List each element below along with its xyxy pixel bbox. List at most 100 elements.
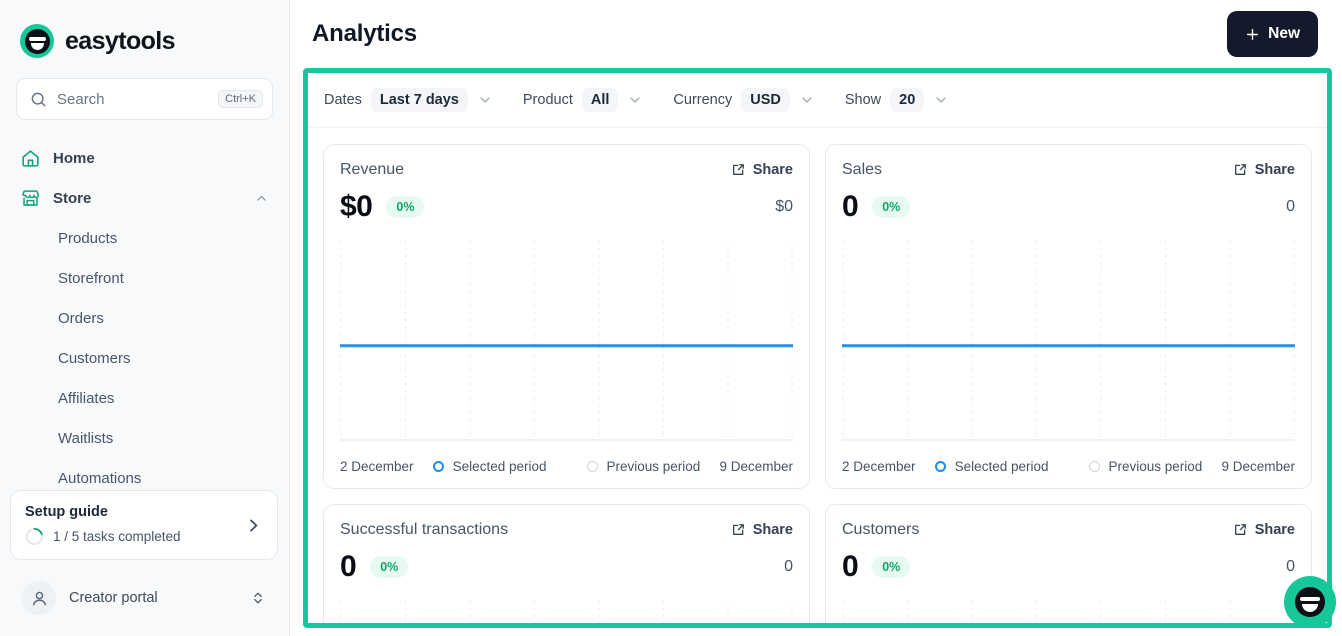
previous-value: 0 — [1286, 198, 1295, 215]
sidebar-item-home[interactable]: Home — [10, 138, 279, 178]
brand[interactable]: easytools — [0, 0, 289, 62]
filter-product: Product All — [523, 88, 644, 112]
card-header: Successful transactions Share — [340, 521, 793, 539]
sidebar-nav: Home Store Products Storefro — [0, 120, 289, 636]
successful-transactions-line-chart — [340, 601, 793, 623]
sidebar: easytools Search Ctrl+K Home — [0, 0, 290, 636]
home-icon — [22, 149, 39, 167]
share-button[interactable]: Share — [730, 162, 793, 178]
search-placeholder: Search — [57, 90, 105, 108]
sidebar-item-orders[interactable]: Orders — [10, 298, 279, 338]
legend-label: Previous period — [1108, 458, 1203, 474]
chart-start-date: 2 December — [340, 458, 414, 474]
chart-svg — [842, 241, 1295, 441]
chevron-up-down-icon[interactable] — [250, 590, 266, 606]
sidebar-item-automations[interactable]: Automations — [10, 458, 279, 498]
filter-show-value[interactable]: 20 — [890, 88, 925, 112]
change-badge: 0% — [370, 556, 409, 578]
creator-portal-switcher[interactable]: Creator portal — [10, 572, 278, 624]
chart-svg — [340, 601, 793, 623]
store-icon — [22, 189, 39, 206]
brand-name: easytools — [65, 26, 176, 55]
filter-product-value[interactable]: All — [581, 88, 619, 112]
search-wrap: Search Ctrl+K — [0, 62, 289, 120]
setup-guide-card[interactable]: Setup guide 1 / 5 tasks completed — [10, 490, 278, 560]
sales-line-chart — [842, 241, 1295, 444]
sidebar-item-store[interactable]: Store — [10, 178, 279, 218]
chart-start-date: 2 December — [842, 458, 916, 474]
sidebar-item-products[interactable]: Products — [10, 218, 279, 258]
search-icon — [31, 92, 46, 107]
legend-previous-period[interactable]: Previous period — [586, 459, 700, 474]
card-title: Sales — [842, 161, 883, 178]
sidebar-item-label: Customers — [58, 349, 131, 367]
legend-label: Selected period — [452, 458, 547, 474]
analytics-panel-highlight: Dates Last 7 days Product All Currency U… — [303, 68, 1332, 628]
change-badge: 0% — [386, 196, 425, 218]
legend-selected-period[interactable]: Selected period — [432, 458, 547, 474]
user-avatar-icon — [22, 581, 56, 615]
sidebar-item-label: Storefront — [58, 269, 124, 287]
plus-icon — [1247, 28, 1259, 40]
new-button[interactable]: New — [1227, 11, 1318, 57]
sidebar-item-label: Store — [53, 189, 92, 207]
chevron-down-icon[interactable] — [627, 92, 643, 108]
legend-previous-period[interactable]: Previous period — [1088, 458, 1203, 474]
external-link-icon — [732, 164, 744, 175]
legend-marker-icon — [934, 460, 946, 472]
share-button[interactable]: Share — [1232, 522, 1295, 538]
revenue-line-chart — [340, 241, 793, 444]
external-link-icon — [1234, 164, 1246, 175]
legend-selected-period[interactable]: Selected period — [934, 459, 1049, 474]
new-button-label: New — [1268, 25, 1300, 42]
main-content: Analytics New Dates Last 7 days Prod — [290, 0, 1342, 636]
setup-guide-progress-row: 1 / 5 tasks completed — [25, 527, 238, 546]
share-label: Share — [1254, 162, 1295, 178]
share-button[interactable]: Share — [730, 522, 793, 538]
chevron-down-icon[interactable] — [477, 92, 493, 108]
progress-ring-icon — [26, 528, 43, 545]
change-badge: 0% — [872, 196, 911, 218]
metric-row: $0 0% $0 — [340, 190, 793, 224]
metric-row: 0 0% 0 — [842, 550, 1295, 584]
external-link-icon — [732, 524, 744, 535]
share-button[interactable]: Share — [1232, 162, 1295, 178]
chart-end-date: 9 December — [1221, 458, 1295, 474]
sidebar-item-label: Waitlists — [58, 429, 114, 447]
topbar: Analytics New — [290, 0, 1342, 68]
filter-currency-value[interactable]: USD — [741, 88, 790, 112]
chevron-down-icon[interactable] — [933, 92, 949, 108]
chart-svg — [340, 241, 793, 441]
metric-card-customers: Customers Share 0 0% 0 — [825, 504, 1312, 623]
chat-widget-button[interactable] — [1284, 576, 1336, 628]
chart-end-date: 9 December — [719, 458, 793, 474]
page-title: Analytics — [312, 20, 417, 47]
metric-value: $0 — [340, 190, 373, 223]
easytools-mascot-logo-icon — [20, 24, 54, 58]
chevron-up-icon[interactable] — [254, 191, 269, 206]
sidebar-item-waitlists[interactable]: Waitlists — [10, 418, 279, 458]
card-title: Customers — [842, 521, 920, 538]
sidebar-item-label: Automations — [58, 469, 142, 487]
sidebar-item-label: Home — [53, 149, 95, 167]
setup-guide-body: Setup guide 1 / 5 tasks completed — [25, 504, 238, 546]
chevron-right-icon[interactable] — [238, 516, 263, 535]
chart-svg — [842, 601, 1295, 623]
chart-legend: 2 December Selected period Previous peri… — [340, 444, 793, 488]
chevron-down-icon[interactable] — [799, 92, 815, 108]
sidebar-item-affiliates[interactable]: Affiliates — [10, 378, 279, 418]
filter-show: Show 20 — [845, 88, 949, 112]
search-input[interactable]: Search Ctrl+K — [16, 78, 273, 120]
sidebar-item-customers[interactable]: Customers — [10, 338, 279, 378]
metric-row: 0 0% 0 — [842, 190, 1295, 224]
filter-dates-value[interactable]: Last 7 days — [370, 88, 468, 112]
search-shortcut: Ctrl+K — [218, 90, 263, 108]
filter-label: Dates — [324, 92, 362, 108]
metric-card-revenue: Revenue Share $0 0% $0 — [323, 144, 810, 489]
sidebar-item-storefront[interactable]: Storefront — [10, 258, 279, 298]
filter-currency: Currency USD — [673, 88, 814, 112]
chart-legend: 2 December Selected period Previous peri… — [842, 444, 1295, 488]
change-badge: 0% — [872, 556, 911, 578]
legend-marker-icon — [432, 460, 444, 472]
previous-value: 0 — [784, 558, 793, 575]
